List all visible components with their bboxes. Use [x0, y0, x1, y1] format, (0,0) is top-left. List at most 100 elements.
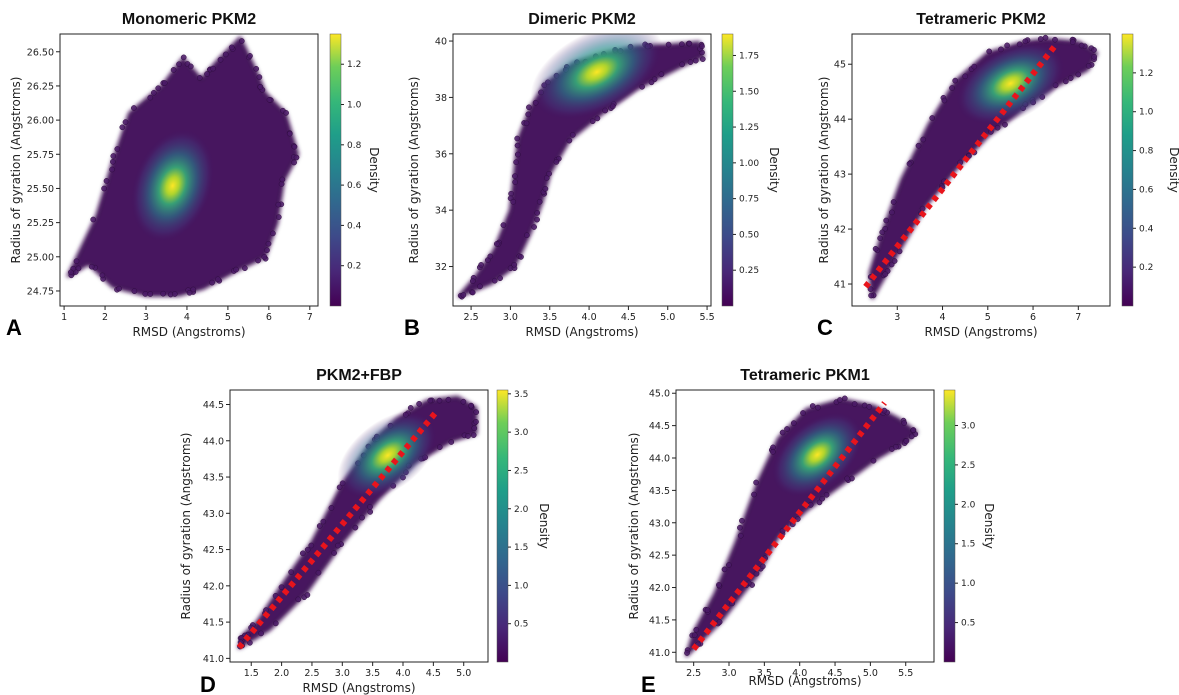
x-axis-label: RMSD (Angstroms)	[525, 325, 638, 339]
scatter-point	[316, 523, 323, 529]
scatter-point	[906, 160, 913, 167]
scatter-point	[721, 566, 728, 573]
y-axis-label: Radius of gyration (Angstroms)	[9, 77, 23, 264]
scatter-point	[665, 41, 672, 48]
colorbar-tick-label: 0.2	[347, 262, 361, 272]
scatter-point	[99, 272, 106, 279]
y-tick-label: 25.25	[27, 218, 54, 229]
scatter-point	[890, 199, 897, 205]
scatter-point	[790, 420, 797, 426]
scatter-point	[270, 230, 276, 237]
scatter-point	[879, 229, 886, 236]
scatter-point	[473, 409, 480, 415]
y-tick-label: 41	[834, 280, 846, 291]
colorbar-label: Density	[767, 147, 781, 193]
scatter-point	[716, 582, 722, 588]
scatter-point	[841, 395, 848, 402]
scatter-point	[470, 432, 477, 438]
scatter-point	[543, 175, 550, 181]
x-tick-label: 3.5	[365, 668, 380, 679]
scatter-point	[866, 403, 873, 410]
scatter-point	[510, 198, 517, 205]
scatter-point	[331, 550, 337, 556]
colorbar-label: Density	[537, 503, 551, 549]
y-tick-label: 34	[435, 206, 447, 217]
scatter-point	[687, 59, 694, 65]
scatter-point	[116, 285, 122, 292]
scatter-point	[448, 439, 455, 445]
scatter-point	[534, 210, 541, 216]
y-tick-label: 26.00	[27, 116, 54, 127]
scatter-point	[186, 289, 193, 296]
scatter-point	[253, 65, 260, 72]
density-core	[129, 127, 216, 244]
scatter-point	[513, 159, 519, 166]
colorbar-tick-label: 0.5	[514, 620, 528, 630]
scatter-point	[295, 596, 302, 603]
y-tick-label: 25.00	[27, 252, 54, 263]
scatter-point	[257, 84, 264, 90]
scatter-point	[286, 130, 293, 137]
x-tick-label: 1.5	[244, 668, 259, 679]
colorbar-tick-label: 1.5	[961, 540, 975, 550]
scatter-point	[779, 429, 786, 436]
scatter-point	[941, 97, 948, 104]
scatter-point	[352, 524, 359, 531]
y-tick-label: 41.0	[203, 654, 224, 665]
y-tick-label: 26.25	[27, 81, 54, 92]
scatter-point	[265, 240, 272, 247]
plot-frame	[452, 33, 712, 307]
scatter-point	[131, 288, 138, 294]
scatter-point	[147, 291, 154, 297]
scatter-point	[427, 397, 434, 404]
x-tick-label: 5	[225, 312, 231, 323]
scatter-point	[460, 292, 467, 298]
y-tick-label: 25.75	[27, 150, 54, 161]
colorbar-tick-label: 1.2	[347, 60, 361, 70]
scatter-point	[893, 444, 899, 450]
density-cloud	[867, 34, 1098, 300]
x-tick-label: 3.5	[757, 668, 772, 679]
scatter-point	[460, 398, 467, 405]
scatter-point	[751, 491, 757, 498]
scatter-point	[261, 254, 268, 260]
scatter-point	[170, 67, 177, 73]
x-tick-label: 5.0	[863, 668, 878, 679]
colorbar-tick-label: 0.50	[739, 230, 759, 240]
scatter-point	[844, 475, 851, 482]
trend-line	[691, 401, 887, 651]
y-tick-label: 26.50	[27, 47, 54, 58]
colorbar-tick-label: 1.50	[739, 87, 759, 97]
scatter-point	[1062, 78, 1069, 85]
scatter-point	[436, 444, 443, 451]
scatter-point	[407, 405, 414, 411]
y-axis-label: Radius of gyration (Angstroms)	[817, 77, 831, 264]
scatter-point	[147, 94, 154, 101]
scatter-point	[658, 71, 665, 78]
x-tick-label: 2.5	[304, 668, 319, 679]
colorbar-tick-label: 3.0	[961, 421, 976, 431]
scatter-point	[546, 170, 552, 177]
scatter-point	[238, 38, 245, 44]
scatter-point	[784, 426, 790, 432]
scatter-point	[291, 143, 298, 150]
x-tick-label: 1	[61, 312, 67, 323]
scatter-point	[228, 44, 235, 51]
scatter-point	[278, 584, 285, 591]
scatter-point	[800, 410, 806, 416]
x-axis-label: RMSD (Angstroms)	[302, 681, 415, 695]
x-axis-label: RMSD (Angstroms)	[748, 674, 861, 688]
scatter-point	[150, 89, 157, 96]
scatter-point	[514, 135, 521, 142]
scatter-point	[180, 54, 187, 61]
scatter-point	[1042, 34, 1049, 41]
scatter-point	[526, 104, 532, 111]
y-tick-label: 43.0	[203, 509, 224, 520]
scatter-point	[204, 71, 210, 77]
plot-frame	[229, 389, 489, 663]
panel-b: 2.5 3.0 3.5 4.0 4.5 5.0 5.5 32 34 36 38 40 0.25 0.50 0…	[404, 11, 781, 340]
panel-c: 3 4 5 6 741424344450.20.40.60.81.01.2Tetrame…	[817, 11, 1179, 340]
y-tick-label: 42.0	[203, 581, 224, 592]
x-tick-label: 4.5	[621, 312, 636, 323]
scatter-point	[315, 569, 322, 576]
